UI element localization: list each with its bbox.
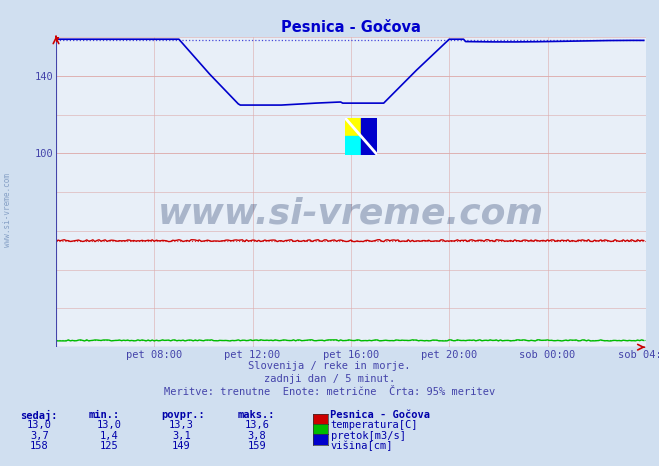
Text: www.si-vreme.com: www.si-vreme.com (3, 173, 13, 247)
Text: maks.:: maks.: (237, 410, 275, 420)
Text: 3,1: 3,1 (172, 431, 190, 440)
Text: zadnji dan / 5 minut.: zadnji dan / 5 minut. (264, 374, 395, 384)
Text: 13,0: 13,0 (27, 420, 52, 430)
Text: 3,7: 3,7 (30, 431, 49, 440)
Text: višina[cm]: višina[cm] (331, 441, 393, 451)
Text: Pesnica - Gočova: Pesnica - Gočova (330, 410, 430, 420)
Text: 13,0: 13,0 (96, 420, 121, 430)
Bar (345, 118, 361, 137)
Text: pretok[m3/s]: pretok[m3/s] (331, 431, 406, 440)
Title: Pesnica - Gočova: Pesnica - Gočova (281, 20, 421, 35)
Text: 158: 158 (30, 441, 49, 451)
Bar (361, 118, 378, 155)
Text: 149: 149 (172, 441, 190, 451)
Text: sedaj:: sedaj: (20, 410, 57, 421)
Text: temperatura[C]: temperatura[C] (331, 420, 418, 430)
Text: Meritve: trenutne  Enote: metrične  Črta: 95% meritev: Meritve: trenutne Enote: metrične Črta: … (164, 387, 495, 397)
Bar (345, 137, 361, 155)
Text: 13,3: 13,3 (169, 420, 194, 430)
Text: www.si-vreme.com: www.si-vreme.com (158, 197, 544, 231)
Text: 1,4: 1,4 (100, 431, 118, 440)
Text: Slovenija / reke in morje.: Slovenija / reke in morje. (248, 361, 411, 371)
Text: min.:: min.: (89, 410, 120, 420)
Text: 13,6: 13,6 (244, 420, 270, 430)
Text: povpr.:: povpr.: (161, 410, 205, 420)
Text: 159: 159 (248, 441, 266, 451)
Text: 3,8: 3,8 (248, 431, 266, 440)
Text: 125: 125 (100, 441, 118, 451)
